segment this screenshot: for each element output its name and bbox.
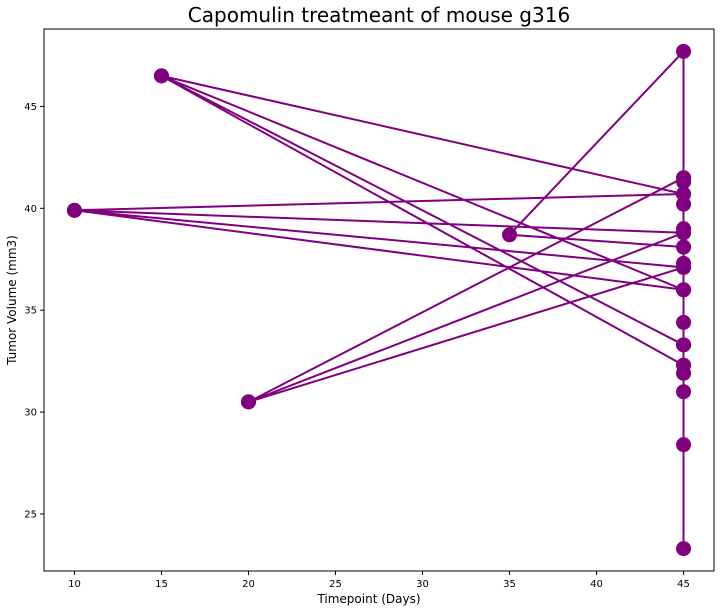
data-point [676,170,692,186]
x-axis-label: Timepoint (Days) [316,592,420,606]
x-axis: 10 15 20 25 30 35 40 45 [68,571,690,590]
data-point [676,384,692,400]
x-tick-label: 30 [416,579,429,590]
data-point [676,314,692,330]
y-tick-label: 35 [24,306,37,317]
y-axis: 25 30 35 40 45 [24,102,44,520]
x-tick-label: 25 [329,579,342,590]
data-point [676,337,692,353]
x-tick-label: 10 [68,579,81,590]
x-tick-label: 20 [242,579,255,590]
x-tick-label: 40 [590,579,603,590]
data-point [153,68,169,84]
data-point [502,227,518,243]
data-point [676,239,692,255]
chart-title: Capomulin treatmeant of mouse g316 [188,3,570,27]
data-point [66,202,82,218]
data-point [676,186,692,202]
y-axis-label: Tumor Volume (mm3) [5,235,19,366]
y-tick-label: 25 [24,509,37,520]
y-tick-label: 30 [24,408,37,419]
data-point [676,282,692,298]
data-point [676,225,692,241]
x-tick-label: 15 [155,579,168,590]
data-point [676,541,692,557]
data-point [240,394,256,410]
data-point [676,259,692,275]
y-tick-label: 40 [24,204,37,215]
plot-area [43,28,715,572]
x-tick-label: 35 [503,579,516,590]
y-tick-label: 45 [24,102,37,113]
data-point [676,43,692,59]
series-points [66,43,692,557]
x-tick-label: 45 [677,579,690,590]
data-point [676,357,692,373]
data-point [676,437,692,453]
